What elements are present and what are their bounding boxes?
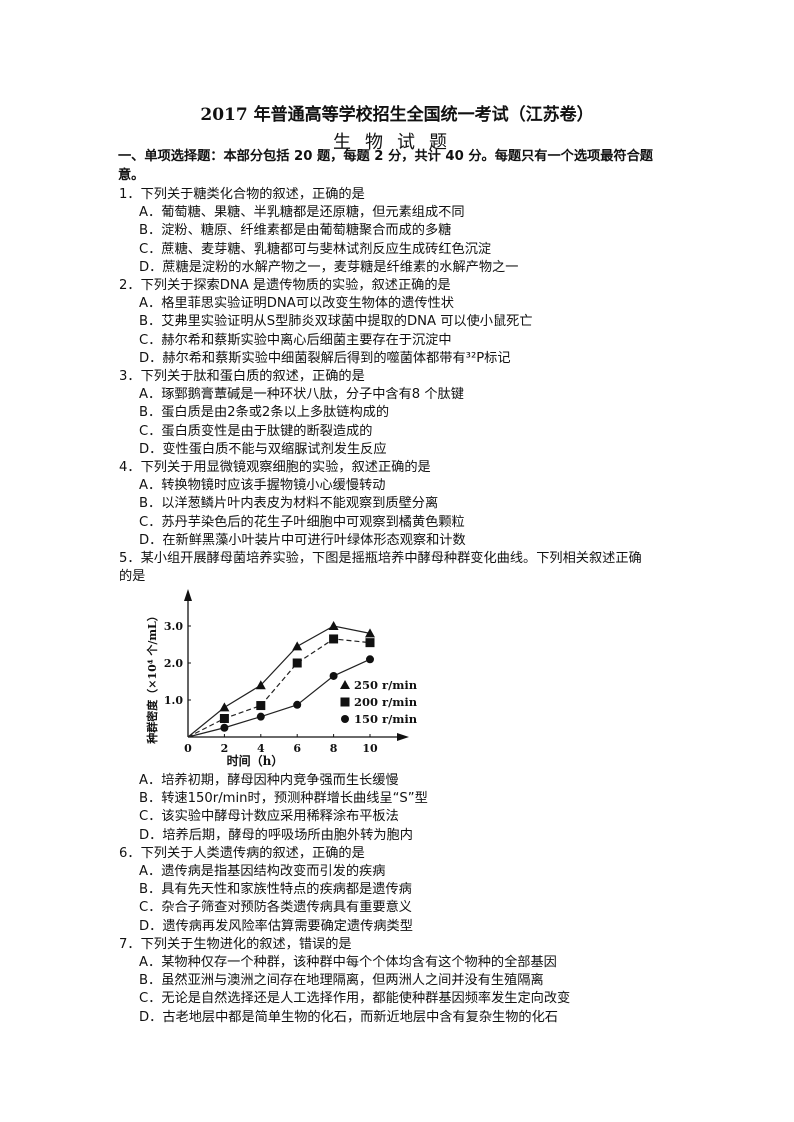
answer-option: B．艾弗里实验证明从S型肺炎双球菌中提取的DNA 可以使小鼠死亡 [139, 314, 533, 330]
x-tick-label: 2 [221, 742, 229, 755]
answer-option: B．以洋葱鳞片叶内表皮为材料不能观察到质壁分离 [139, 496, 439, 512]
answer-option: A．葡萄糖、果糖、半乳糖都是还原糖，但元素组成不同 [139, 205, 465, 221]
question-stem: 2．下列关于探索DNA 是遗传物质的实验，叙述正确的是 [119, 278, 451, 293]
question-stem: 6．下列关于人类遗传病的叙述，正确的是 [119, 845, 365, 861]
y-tick-label: 3.0 [164, 620, 183, 633]
yeast-population-chart: 0 2 4 6 8 10 1.0 2.0 3.0 时间（h） 种群密度（×10⁴ 个/mL） 250 … [145, 589, 418, 768]
data-point [365, 628, 375, 638]
series-line-150 [187, 658, 371, 738]
answer-option: C．杂合子筛查对预防各类遗传病具有重要意义 [139, 900, 412, 916]
data-point [293, 700, 302, 709]
answer-option: B．具有先天性和家族性特点的疾病都是遗传病 [139, 882, 412, 898]
answer-option: A．格里菲思实验证明DNA可以改变生物体的遗传性状 [139, 296, 454, 312]
answer-option: C．苏丹芋染色后的花生子叶细胞中可观察到橘黄色颗粒 [139, 514, 465, 530]
x-tick-label: 4 [257, 742, 265, 755]
exam-subtitle: 生物试题 [333, 132, 461, 153]
answer-option: C．赫尔希和蔡斯实验中离心后细菌主要存在于沉淀中 [139, 332, 452, 348]
answer-option: D．蔗糖是淀粉的水解产物之一，麦芽糖是纤维素的水解产物之一 [139, 259, 519, 275]
section-instructions: 一、单项选择题：本部分包括 20 题，每题 2 分，共计 40 分。每题只有一个… [118, 149, 653, 183]
data-point [219, 714, 229, 723]
legend-marker [341, 715, 349, 723]
answer-option: D．在新鲜黑藻小叶装片中可进行叶绿体形态观察和计数 [139, 532, 466, 548]
answer-option: C．蛋白质变性是由于肽键的断裂造成的 [139, 423, 373, 439]
question-stem: 5．某小组开展酵母菌培养实验，下图是摇瓶培养中酵母种群变化曲线。下列相关叙述正确 [119, 551, 642, 566]
data-point [329, 671, 338, 680]
x-tick-label: 10 [362, 742, 378, 755]
answer-option: D．变性蛋白质不能与双缩脲试剂发生反应 [139, 441, 387, 457]
data-point [256, 701, 266, 711]
legend-label: 150 r/min [354, 712, 418, 726]
y-axis-arrow-icon [184, 589, 192, 601]
data-point [329, 634, 339, 644]
answer-option: D．培养后期，酵母的呼吸场所由胞外转为胞内 [139, 827, 413, 843]
question-stem: 4．下列关于用显微镜观察细胞的实验，叙述正确的是 [119, 460, 431, 475]
data-point [328, 621, 339, 630]
legend-label: 250 r/min [354, 678, 418, 692]
answer-option: B．转速150r/min时，预测种群增长曲线呈“S”型 [139, 791, 428, 807]
question-stem-continued: 的是 [119, 569, 146, 585]
answer-option: A．遗传病是指基因结构改变而引发的疾病 [139, 864, 386, 879]
answer-option: B．淀粉、糖原、纤维素都是由葡萄糖聚合而成的多糖 [139, 223, 452, 239]
y-tick-label: 1.0 [164, 694, 183, 707]
answer-option: A．培养初期，酵母因种内竞争强而生长缓慢 [139, 773, 399, 788]
series-line-200 [187, 638, 371, 738]
x-tick-label: 8 [330, 742, 338, 755]
answer-option: C．该实验中酵母计数应采用稀释涂布平板法 [139, 809, 399, 825]
answer-option: A．琢鄄鹅膏蕈碱是一种环状八肽，分子中含有8 个肽键 [139, 387, 464, 403]
answer-option: D．赫尔希和蔡斯实验中细菌裂解后得到的噬菌体都带有³²P标记 [139, 350, 511, 366]
data-point [220, 723, 229, 732]
x-axis-label: 时间（h） [227, 753, 284, 768]
exam-title: 2017 年普通高等学校招生全国统一考试（江苏卷） [200, 105, 594, 125]
data-point [255, 680, 266, 690]
answer-option: D．古老地层中都是简单生物的化石，而新近地层中含有复杂生物的化石 [139, 1009, 558, 1025]
answer-option: B．蛋白质是由2条或2条以上多肽链构成的 [139, 405, 390, 421]
question-stem: 3．下列关于肽和蛋白质的叙述，正确的是 [119, 369, 365, 384]
answer-option: C．蔗糖、麦芽糖、乳糖都可与斐林试剂反应生成砖红色沉淀 [139, 241, 492, 257]
data-point [366, 655, 374, 664]
y-tick-label: 2.0 [164, 657, 183, 670]
data-point [219, 702, 230, 712]
answer-option: B．虽然亚洲与澳洲之间存在地理隔离，但两洲人之间并没有生殖隔离 [139, 973, 544, 989]
question-stem: 7．下列关于生物进化的叙述，错误的是 [119, 936, 352, 952]
y-axis-label: 种群密度（×10⁴ 个/mL） [145, 610, 159, 745]
answer-option: D．遗传病再发风险率估算需要确定遗传病类型 [139, 918, 413, 934]
data-point [292, 658, 302, 668]
legend-marker [340, 680, 350, 689]
data-point [292, 641, 303, 651]
series-line-250 [187, 625, 371, 738]
data-point [256, 712, 265, 721]
x-tick-label: 6 [293, 742, 301, 755]
answer-option: C．无论是自然选择还是人工选择作用，都能使种群基因频率发生定向改变 [139, 991, 571, 1007]
data-point [365, 638, 375, 648]
legend-label: 200 r/min [354, 695, 418, 709]
answer-option: A．转换物镜时应该手握物镜小心缓慢转动 [139, 478, 386, 494]
x-tick-label: 0 [184, 742, 192, 755]
question-stem: 1．下列关于糖类化合物的叙述，正确的是 [119, 187, 365, 202]
x-axis-arrow-icon [397, 733, 409, 741]
answer-option: A．某物种仅存一个种群，该种群中每个个体均含有这个物种的全部基因 [139, 955, 557, 970]
legend-marker [340, 697, 350, 707]
